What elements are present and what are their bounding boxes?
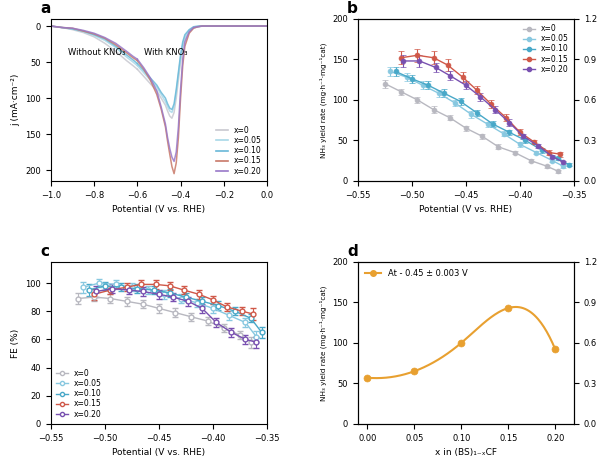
X-axis label: x in (BS)₁₋ₓCF: x in (BS)₁₋ₓCF	[435, 448, 497, 457]
Text: Without KNO₃: Without KNO₃	[68, 48, 126, 57]
Y-axis label: FE (%): FE (%)	[11, 328, 20, 357]
Text: b: b	[347, 0, 358, 16]
Y-axis label: j (mA·cm⁻²): j (mA·cm⁻²)	[11, 73, 20, 126]
Y-axis label: NH₃ yield rate (mg·h⁻¹·mg⁻¹cat): NH₃ yield rate (mg·h⁻¹·mg⁻¹cat)	[319, 42, 327, 157]
Legend: x=0, x=0.05, x=0.10, x=0.15, x=0.20: x=0, x=0.05, x=0.10, x=0.15, x=0.20	[215, 124, 263, 177]
X-axis label: Potential (V vs. RHE): Potential (V vs. RHE)	[112, 205, 206, 214]
Text: a: a	[40, 0, 50, 16]
Legend: x=0, x=0.05, x=0.10, x=0.15, x=0.20: x=0, x=0.05, x=0.10, x=0.15, x=0.20	[522, 23, 570, 75]
Legend: x=0, x=0.05, x=0.10, x=0.15, x=0.20: x=0, x=0.05, x=0.10, x=0.15, x=0.20	[54, 367, 103, 420]
Y-axis label: NH₃ yield rate (mg·h⁻¹·mg⁻¹cat): NH₃ yield rate (mg·h⁻¹·mg⁻¹cat)	[319, 285, 327, 400]
Legend: At - 0.45 ± 0.003 V: At - 0.45 ± 0.003 V	[362, 266, 470, 280]
Text: d: d	[347, 244, 358, 259]
Text: With KNO₃: With KNO₃	[144, 48, 187, 57]
X-axis label: Potential (V vs. RHE): Potential (V vs. RHE)	[112, 448, 206, 457]
X-axis label: Potential (V vs. RHE): Potential (V vs. RHE)	[419, 205, 512, 214]
Text: c: c	[40, 244, 49, 259]
